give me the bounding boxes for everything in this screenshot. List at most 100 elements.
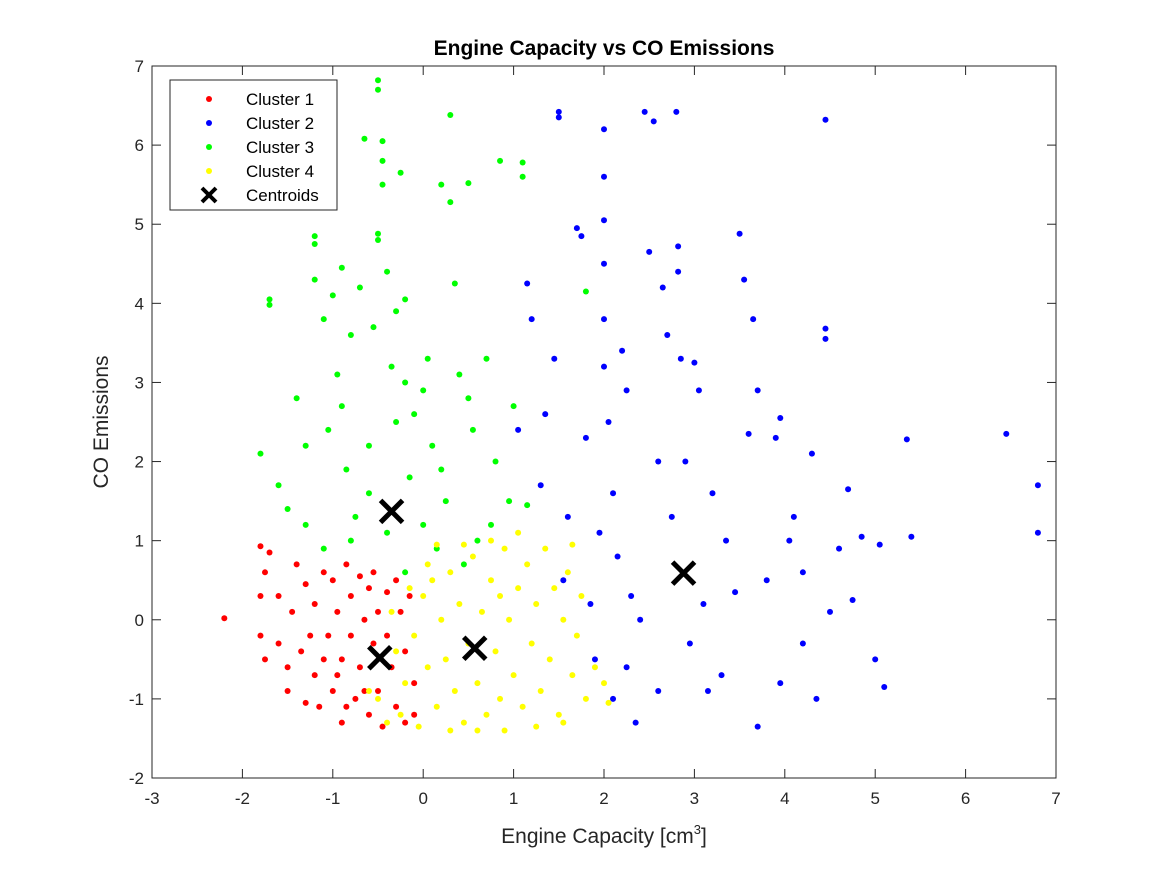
cluster-4-point-50: [501, 727, 508, 734]
cluster-4-point-36: [546, 656, 553, 663]
cluster-4-point-9: [424, 664, 431, 671]
cluster-2-point-32: [655, 458, 662, 465]
cluster-2-point-1: [524, 280, 531, 287]
y-tick-label-8: 6: [135, 136, 144, 155]
cluster-2-point-24: [614, 553, 621, 560]
cluster-3-point-26: [379, 138, 386, 145]
cluster-4-point-51: [433, 541, 440, 548]
cluster-4-point-14: [447, 569, 454, 576]
cluster-3-point-17: [352, 513, 359, 520]
cluster-3-point-48: [474, 537, 481, 544]
cluster-2-point-74: [637, 616, 644, 623]
cluster-3-point-27: [379, 157, 386, 164]
cluster-2-point-82: [610, 695, 617, 702]
cluster-3-point-66: [393, 308, 400, 315]
y-axis-label: CO Emissions: [90, 355, 113, 488]
cluster-3-point-44: [451, 280, 458, 287]
cluster-4-point-19: [469, 553, 476, 560]
cluster-1-point-54: [411, 711, 418, 718]
cluster-2-point-66: [876, 541, 883, 548]
cluster-2-point-48: [745, 430, 752, 437]
cluster-1-point-38: [384, 589, 391, 596]
cluster-2-point-40: [691, 359, 698, 366]
cluster-4-point-59: [424, 561, 431, 568]
cluster-2-point-67: [881, 684, 888, 691]
legend-marker-cluster-2: [206, 120, 212, 126]
cluster-1-point-11: [289, 608, 296, 615]
cluster-2-point-59: [822, 335, 829, 342]
cluster-3-point-42: [447, 112, 454, 119]
cluster-3-point-68: [438, 466, 445, 473]
cluster-3-point-28: [379, 181, 386, 188]
y-tick-label-5: 3: [135, 373, 144, 392]
cluster-2-point-39: [682, 458, 689, 465]
cluster-3-point-18: [356, 284, 363, 291]
cluster-3-point-58: [320, 545, 327, 552]
x-tick-label-4: 1: [509, 789, 518, 808]
cluster-2-point-13: [587, 600, 594, 607]
cluster-3-point-49: [483, 355, 490, 362]
cluster-3-point-39: [429, 442, 436, 449]
cluster-1-point-41: [397, 608, 404, 615]
cluster-2-point-81: [813, 695, 820, 702]
cluster-1-point-13: [302, 581, 309, 588]
cluster-3-point-61: [402, 569, 409, 576]
legend-label-cluster-1: Cluster 1: [246, 90, 314, 109]
legend-label-cluster-2: Cluster 2: [246, 114, 314, 133]
y-tick-label-2: 0: [135, 611, 144, 630]
cluster-2-point-70: [1003, 430, 1010, 437]
cluster-3-point-57: [582, 288, 589, 295]
cluster-1-point-40: [393, 703, 400, 710]
cluster-1-point-6: [262, 656, 268, 663]
cluster-3-point-7: [311, 233, 318, 240]
x-tick-label-2: -1: [325, 789, 340, 808]
cluster-3-point-0: [257, 450, 264, 457]
cluster-4-point-26: [501, 545, 508, 552]
cluster-2-point-50: [754, 387, 761, 394]
cluster-4-point-47: [605, 699, 612, 706]
cluster-3-point-22: [375, 230, 381, 237]
cluster-2-point-45: [723, 537, 730, 544]
cluster-1-point-7: [275, 593, 282, 600]
cluster-3-point-13: [334, 371, 341, 378]
cluster-2-point-63: [849, 597, 856, 603]
cluster-3-point-14: [338, 264, 345, 271]
cluster-2-point-42: [700, 600, 707, 607]
cluster-4-point-3: [393, 648, 400, 655]
cluster-3-point-56: [524, 502, 531, 509]
cluster-3-point-55: [519, 173, 526, 180]
cluster-3-point-43: [447, 199, 454, 206]
legend-entries: Cluster 1 Cluster 2 Cluster 3 Cluster 4 Cent…: [200, 90, 319, 205]
cluster-3-point-15: [343, 466, 350, 473]
cluster-3-point-71: [302, 442, 309, 449]
cluster-1-point-18: [320, 569, 327, 576]
cluster-2-point-54: [790, 513, 797, 520]
cluster-1-point-44: [406, 593, 413, 600]
cluster-3-point-21: [370, 324, 377, 331]
cluster-4-point-12: [438, 616, 445, 623]
cluster-2-point-37: [675, 268, 682, 275]
cluster-3-point-24: [375, 77, 381, 84]
cluster-1-point-12: [298, 648, 305, 655]
cluster-2-point-80: [799, 640, 806, 647]
cluster-3-point-53: [510, 403, 517, 410]
cluster-3-point-34: [402, 379, 409, 386]
cluster-1-point-55: [293, 561, 300, 568]
cluster-3-point-6: [302, 521, 309, 528]
cluster-4-point-22: [483, 711, 490, 718]
cluster-1-point-27: [347, 632, 354, 639]
cluster-2-point-12: [582, 434, 589, 441]
cluster-2-point-18: [601, 217, 607, 224]
cluster-3-point-52: [506, 498, 513, 505]
cluster-3-point-12: [329, 292, 336, 299]
cluster-3-point-29: [384, 268, 391, 275]
legend-marker-cluster-3: [206, 144, 212, 150]
cluster-2-point-46: [736, 230, 743, 237]
cluster-2-point-10: [573, 225, 580, 232]
cluster-4-point-13: [442, 656, 449, 663]
cluster-2-point-71: [1034, 482, 1041, 489]
cluster-4-point-29: [515, 585, 522, 592]
cluster-3-point-31: [393, 419, 400, 425]
centroid-marker-2: [461, 635, 488, 662]
cluster-4-point-57: [560, 719, 567, 726]
